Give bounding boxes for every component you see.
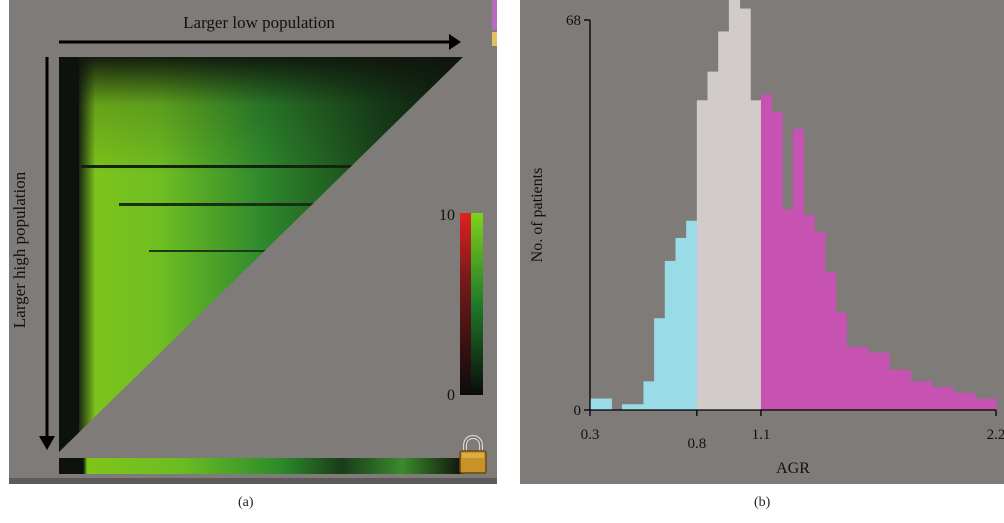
caption-b: (b) bbox=[754, 495, 771, 510]
histogram-bar bbox=[782, 209, 794, 410]
histogram-bar bbox=[835, 312, 847, 410]
histogram-bar bbox=[814, 232, 826, 410]
x-tick-label: 2.2 bbox=[987, 427, 1004, 443]
caption-a: (a) bbox=[238, 495, 254, 510]
histogram-bar bbox=[739, 8, 751, 410]
histogram-bar bbox=[867, 352, 890, 410]
histogram-bar bbox=[825, 272, 837, 410]
histogram-bar bbox=[622, 404, 644, 410]
y-tick-label: 0 bbox=[574, 403, 582, 419]
histogram-bar bbox=[686, 220, 698, 410]
histogram-bar bbox=[675, 237, 687, 410]
left-arrow-head bbox=[39, 436, 55, 450]
histogram-bar bbox=[846, 346, 869, 410]
histogram-bar bbox=[707, 71, 719, 410]
heatmap-svg: Larger low population Larger high popula… bbox=[9, 0, 497, 484]
heatmap-triangle bbox=[59, 57, 463, 452]
x-tick-label: 0.8 bbox=[687, 436, 706, 452]
histogram-bar bbox=[590, 398, 612, 410]
histogram-bar bbox=[750, 100, 762, 410]
histogram-bar bbox=[793, 128, 805, 410]
bottom-strip bbox=[59, 458, 463, 474]
histogram-bar bbox=[696, 100, 709, 410]
histogram-bar bbox=[953, 392, 976, 410]
histogram-bar bbox=[771, 111, 783, 410]
histogram-bar bbox=[718, 31, 730, 411]
x-tick-label: 1.1 bbox=[752, 427, 771, 443]
histogram-bar bbox=[910, 381, 933, 410]
y-tick-label: 68 bbox=[566, 13, 581, 29]
colorbar: 10 0 bbox=[439, 207, 483, 404]
x-ticks: 0.3 0.8 1.1 2.2 bbox=[581, 410, 1004, 452]
histogram-bar bbox=[803, 215, 815, 410]
histogram-bar bbox=[643, 381, 655, 410]
histogram-bar bbox=[760, 94, 773, 410]
histogram-svg: 0 68 0.3 0.8 1.1 2.2 No. of patients AGR bbox=[529, 0, 1004, 477]
histogram-bar bbox=[728, 0, 741, 410]
histogram-bar bbox=[974, 398, 997, 410]
panel-b-histogram: 0 68 0.3 0.8 1.1 2.2 No. of patients AGR bbox=[520, 0, 1004, 484]
colorbar-min-label: 0 bbox=[447, 387, 455, 404]
histogram-bar bbox=[931, 387, 954, 410]
top-arrow-head bbox=[449, 34, 461, 50]
left-arrow-label: Larger high population bbox=[10, 171, 29, 328]
top-arrow-label: Larger low population bbox=[183, 13, 335, 32]
x-axis-label: AGR bbox=[776, 460, 810, 477]
x-tick-label: 0.3 bbox=[581, 427, 600, 443]
panel-a-heatmap: Larger low population Larger high popula… bbox=[9, 0, 497, 484]
colorbar-max-label: 10 bbox=[439, 207, 455, 224]
histogram-bar bbox=[654, 318, 666, 410]
histogram-bar bbox=[889, 369, 912, 410]
histogram-bars bbox=[590, 0, 997, 411]
y-axis-label: No. of patients bbox=[529, 168, 546, 263]
padlock-icon[interactable] bbox=[459, 435, 487, 474]
histogram-bar bbox=[664, 260, 676, 410]
y-ticks: 0 68 bbox=[566, 13, 590, 419]
